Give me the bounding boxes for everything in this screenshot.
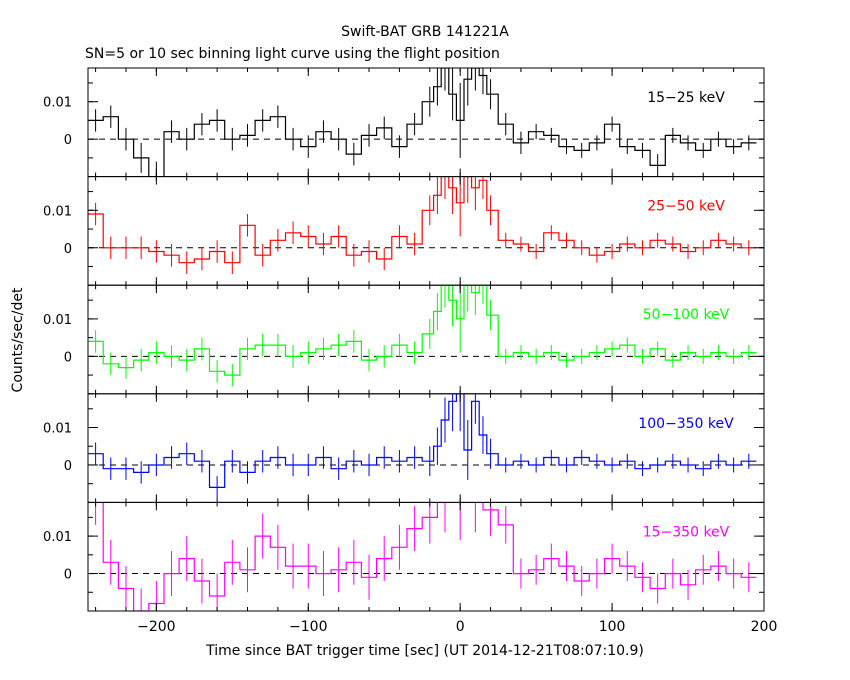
band-label: 15−25 keV [647,90,725,106]
panel-2: 0.01 0 25−50 keV [43,176,765,286]
x-axis-label: Time since BAT trigger time [sec] (UT 20… [205,643,644,659]
y-tick-label: 0 [64,133,72,148]
band-label: 25−50 keV [647,199,725,215]
series-5 [88,502,764,611]
panel-frame [87,393,765,503]
panel-3: 0.01 0 50−100 keV [43,284,765,395]
y-tick-label: 0.01 [43,313,72,328]
panel-1: 0.01 0 15−25 keV [43,67,765,178]
step-line [88,68,757,177]
panel-4: 0.01 0 100−350 keV [43,393,765,503]
y-tick-label: 0 [64,459,72,474]
band-label: 50−100 keV [643,307,730,323]
panels-group: 0.01 0 15−25 keV 0.01 0 25−50 keV 0.01 0 50−100 … [43,67,778,635]
series-4 [88,393,764,499]
chart-title: Swift-BAT GRB 141221A [341,24,509,40]
series-2 [88,176,764,274]
y-tick-label: 0.01 [43,204,72,219]
panel-frame [87,176,765,286]
x-tick-label: 200 [751,619,778,635]
x-tick-label: −100 [289,619,327,635]
band-label: 100−350 keV [638,416,734,432]
step-line [88,393,757,488]
x-tick-label: 0 [456,619,465,635]
chart-subtitle: SN=5 or 10 sec binning light curve using… [85,46,500,62]
panel-5: 0.01 0 15−350 keV [43,501,765,612]
step-line [88,285,757,376]
y-tick-label: 0 [64,568,72,583]
panel-frame [87,501,765,612]
y-tick-label: 0.01 [43,96,72,111]
y-tick-label: 0 [64,242,72,257]
step-line [88,502,757,611]
x-tick-label: −200 [137,619,175,635]
panel-frame [87,284,765,395]
series-3 [88,285,764,387]
series-1 [88,68,764,177]
y-tick-label: 0.01 [43,530,72,545]
panel-frame [87,67,765,178]
x-tick-label: 100 [599,619,626,635]
y-tick-label: 0.01 [43,422,72,437]
y-tick-label: 0 [64,350,72,365]
step-line [88,176,757,264]
band-label: 15−350 keV [643,524,730,540]
y-axis-label: Counts/sec/det [10,287,26,392]
